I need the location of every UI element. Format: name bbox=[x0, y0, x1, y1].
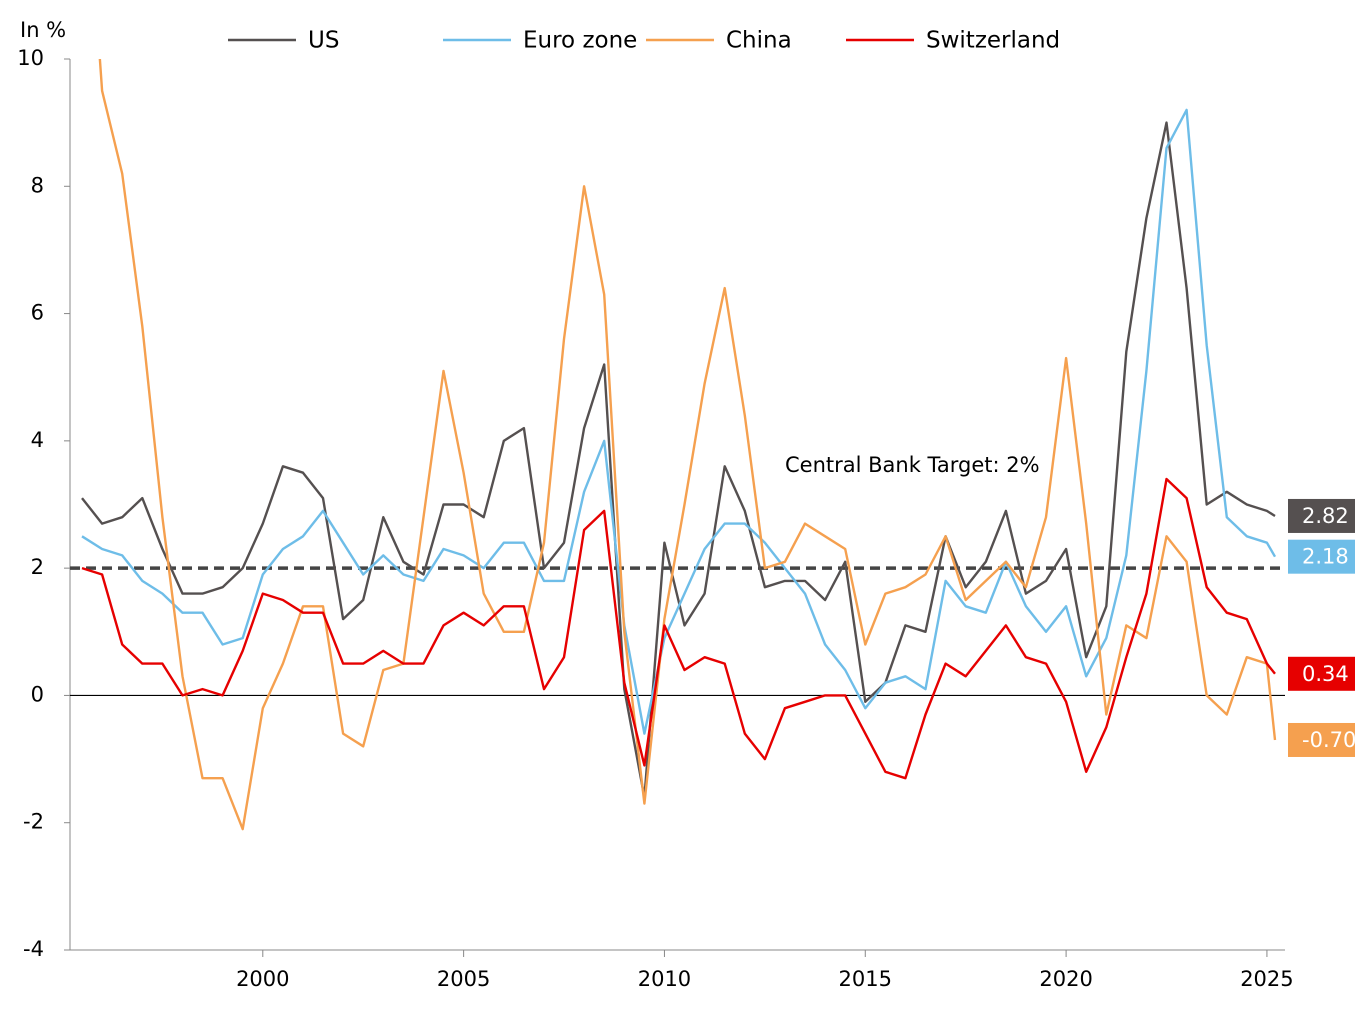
end-label: 2.82 bbox=[1302, 504, 1349, 528]
series-line bbox=[81, 477, 1276, 780]
series-line bbox=[81, 121, 1276, 799]
x-tick-label: 2000 bbox=[236, 967, 289, 991]
y-tick-label: 0 bbox=[31, 682, 44, 706]
x-tick-label: 2015 bbox=[839, 967, 892, 991]
end-label-box bbox=[1288, 539, 1355, 574]
series-line bbox=[98, 59, 1277, 831]
y-tick-label: 10 bbox=[17, 46, 44, 70]
legend-label: US bbox=[308, 28, 339, 54]
end-label-box bbox=[1288, 498, 1355, 533]
y-tick-label: -4 bbox=[23, 937, 44, 961]
x-tick-label: 2025 bbox=[1240, 967, 1293, 991]
plot-area bbox=[81, 59, 1277, 831]
y-tick-label: -2 bbox=[23, 810, 44, 834]
end-label: 0.34 bbox=[1302, 662, 1349, 686]
end-label: -0.70 bbox=[1302, 728, 1355, 752]
y-tick-label: 6 bbox=[31, 301, 44, 325]
y-tick-label: 8 bbox=[31, 173, 44, 197]
x-tick-label: 2020 bbox=[1039, 967, 1092, 991]
y-tick-label: 2 bbox=[31, 555, 44, 579]
series-line bbox=[81, 108, 1277, 735]
x-tick-label: 2005 bbox=[437, 967, 490, 991]
x-tick-label: 2010 bbox=[638, 967, 691, 991]
end-label-box bbox=[1288, 722, 1355, 757]
annotation: Central Bank Target: 2% bbox=[785, 453, 1040, 477]
y-axis-label: In % bbox=[20, 18, 66, 42]
legend-label: China bbox=[726, 28, 792, 54]
legend-label: Switzerland bbox=[926, 28, 1060, 54]
y-tick-label: 4 bbox=[31, 428, 44, 452]
end-label-box bbox=[1288, 656, 1355, 691]
legend-label: Euro zone bbox=[523, 28, 637, 54]
end-label: 2.18 bbox=[1302, 545, 1349, 569]
